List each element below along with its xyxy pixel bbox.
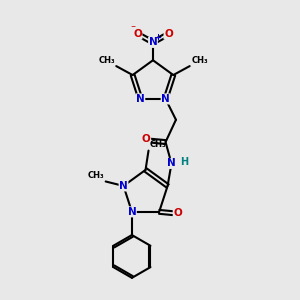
Text: H: H xyxy=(180,157,188,167)
Text: CH₃: CH₃ xyxy=(150,140,166,149)
Text: +: + xyxy=(154,33,161,42)
Text: O: O xyxy=(173,208,182,218)
Text: N: N xyxy=(119,181,128,191)
Text: O: O xyxy=(164,29,173,39)
Text: N: N xyxy=(136,94,145,104)
Text: CH₃: CH₃ xyxy=(191,56,208,64)
Text: N: N xyxy=(167,158,176,168)
Text: N: N xyxy=(128,207,136,217)
Text: ⁻: ⁻ xyxy=(130,24,135,34)
Text: O: O xyxy=(133,29,142,39)
Text: N: N xyxy=(148,38,157,47)
Text: N: N xyxy=(161,94,170,104)
Text: CH₃: CH₃ xyxy=(88,171,104,180)
Text: O: O xyxy=(142,134,151,144)
Text: CH₃: CH₃ xyxy=(98,56,115,64)
